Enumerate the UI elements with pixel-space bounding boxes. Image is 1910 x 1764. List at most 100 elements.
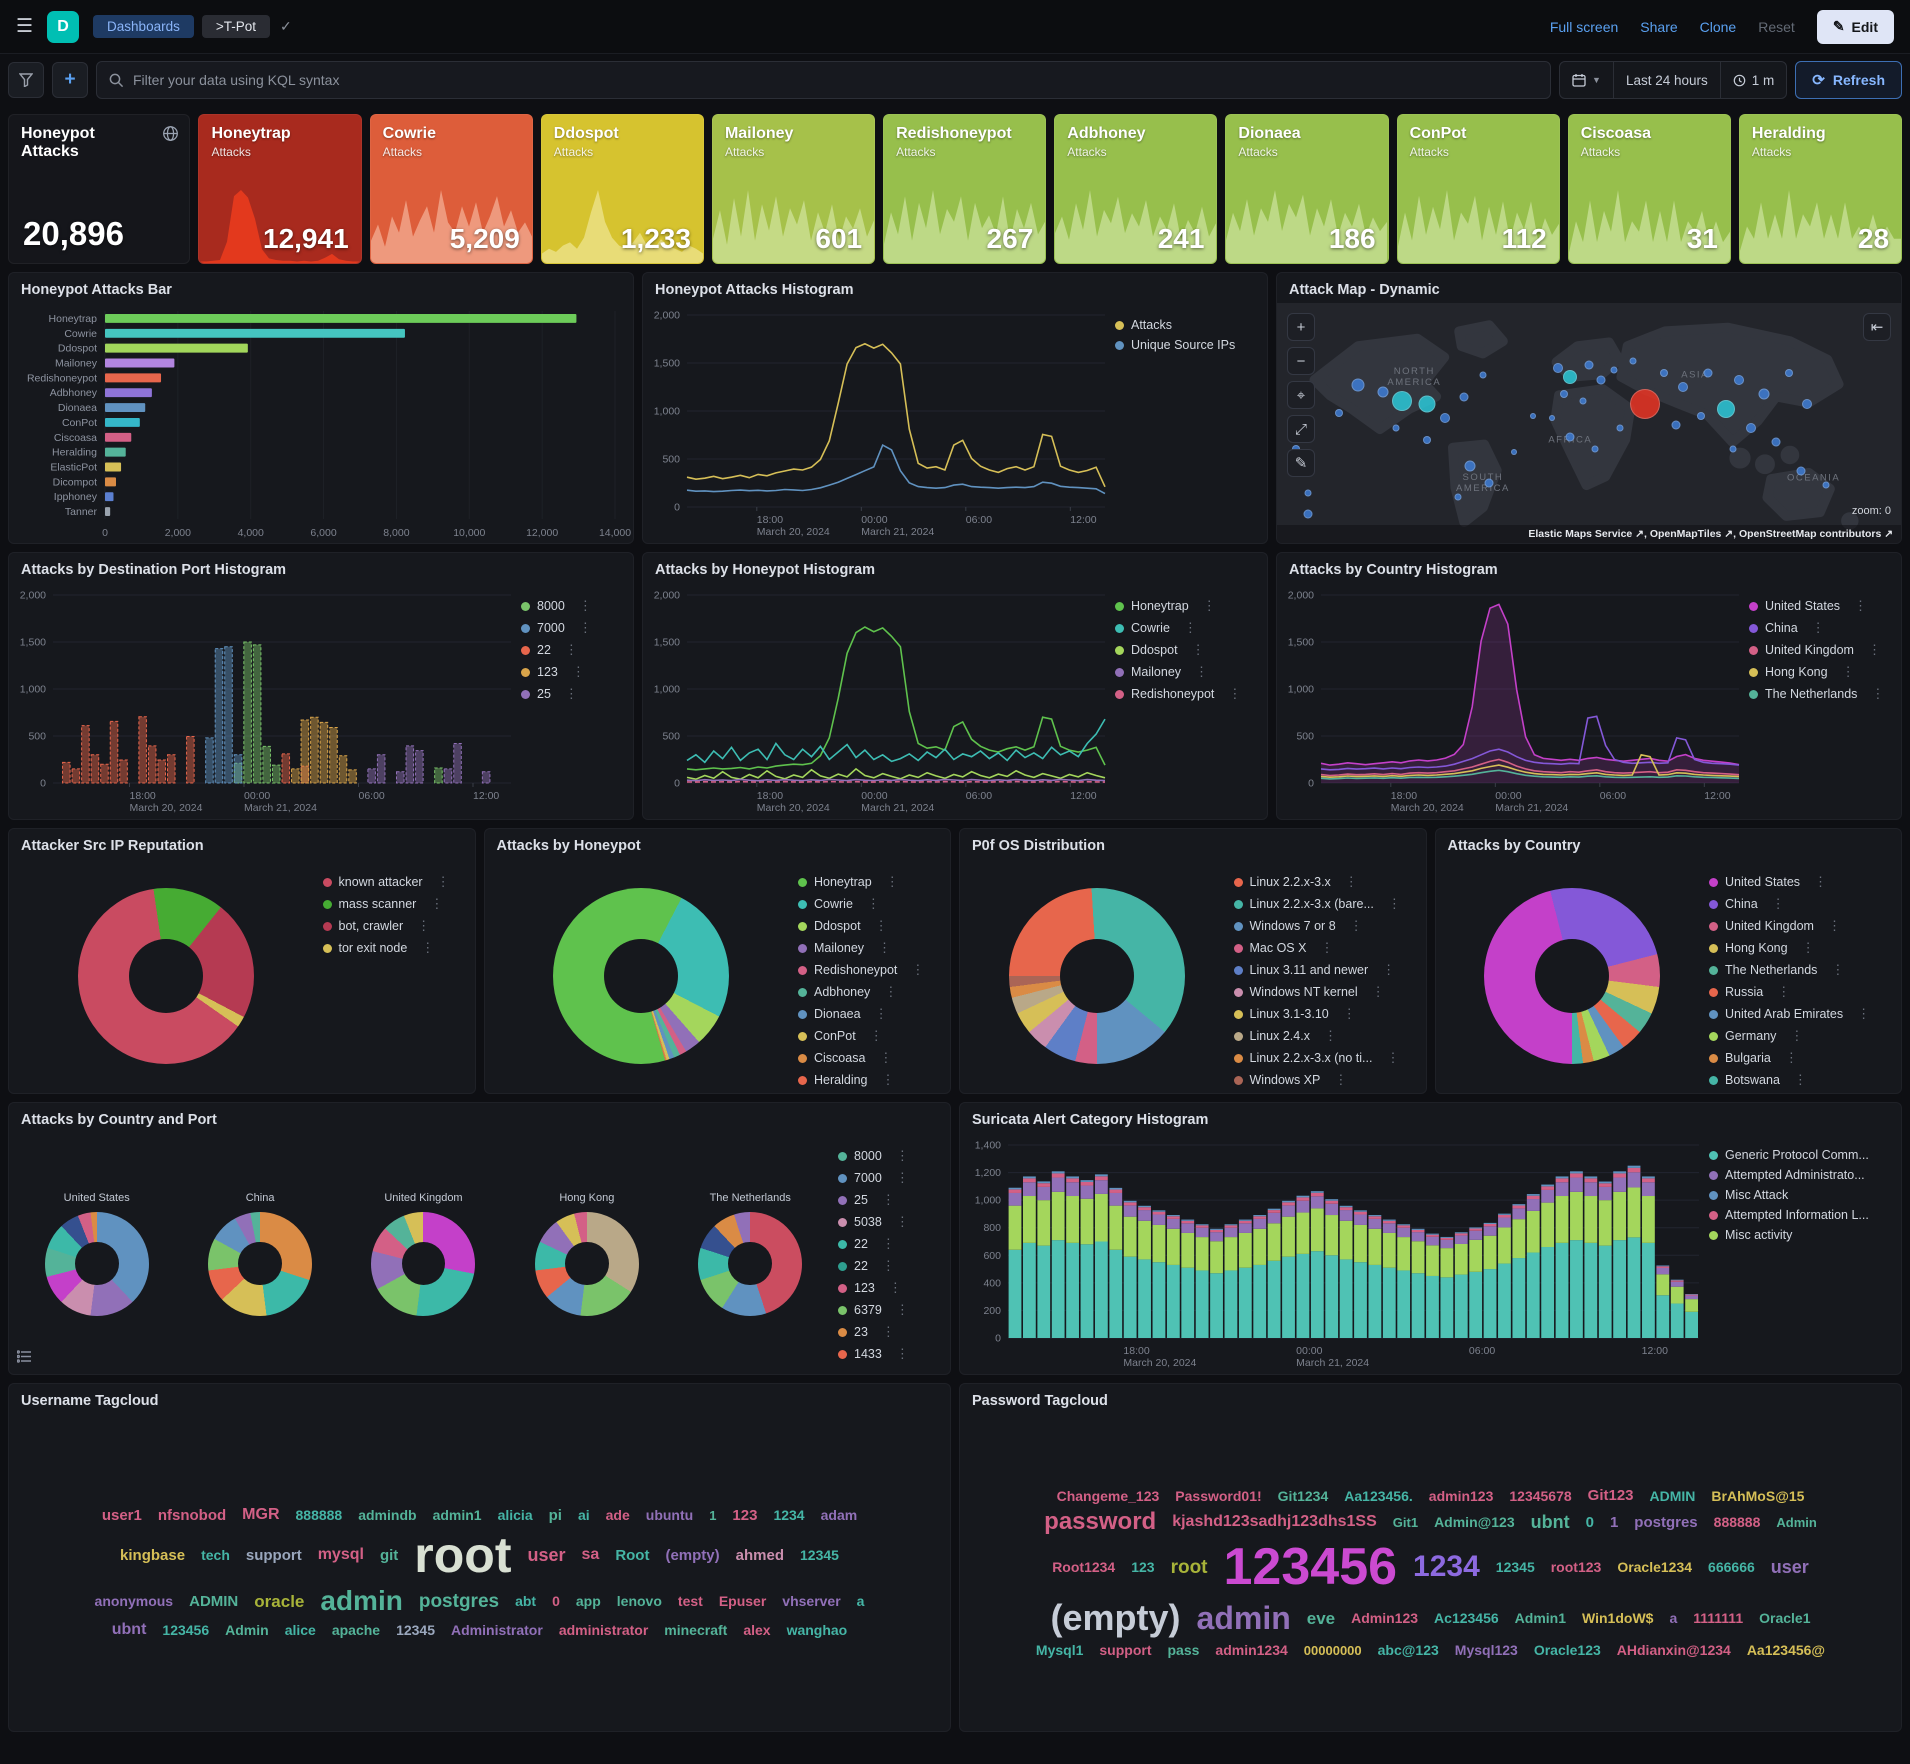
metric-tile[interactable]: ConPot Attacks 112 [1396, 114, 1560, 264]
metric-tile[interactable]: Honeypot Attacks 20,896 [8, 114, 191, 264]
legend-item[interactable]: Russia ⋮ [1709, 981, 1893, 1003]
ellipsis-menu-icon[interactable]: ⋮ [1349, 918, 1363, 933]
tagcloud-word[interactable]: 666666 [1708, 1559, 1755, 1575]
legend-item[interactable]: The Netherlands ⋮ [1709, 959, 1893, 981]
country-port-donuts[interactable]: United States China United Kingdom Hong Kon… [9, 1133, 838, 1374]
ellipsis-menu-icon[interactable]: ⋮ [884, 984, 898, 999]
legend-item[interactable]: Linux 3.1-3.10 ⋮ [1233, 1003, 1418, 1025]
ellipsis-menu-icon[interactable]: ⋮ [436, 874, 450, 889]
tagcloud-word[interactable]: ADMIN [189, 1592, 239, 1610]
reputation-donut[interactable] [9, 859, 323, 1093]
tagcloud-word[interactable]: tech [201, 1547, 230, 1563]
legend-item[interactable]: ConPot ⋮ [798, 1025, 942, 1047]
tagcloud-word[interactable]: 888888 [1713, 1514, 1761, 1530]
legend-item[interactable]: tor exit node ⋮ [322, 937, 467, 959]
legend-item[interactable]: Linux 3.11 and newer ⋮ [1233, 959, 1418, 981]
legend-item[interactable]: 1433 ⋮ [838, 1343, 942, 1365]
ellipsis-menu-icon[interactable]: ⋮ [1183, 620, 1197, 635]
legend-item[interactable]: 7000 ⋮ [838, 1167, 942, 1189]
tagcloud-word[interactable]: a [856, 1593, 865, 1609]
tagcloud-word[interactable]: support [1099, 1642, 1152, 1658]
ellipsis-menu-icon[interactable]: ⋮ [1854, 598, 1868, 613]
donut-chart[interactable] [698, 1211, 803, 1316]
ellipsis-menu-icon[interactable]: ⋮ [1342, 1006, 1356, 1021]
tagcloud-word[interactable]: postgres [418, 1590, 500, 1612]
ellipsis-menu-icon[interactable]: ⋮ [879, 1050, 893, 1065]
map-legend-toggle-icon[interactable]: ⇤ [1863, 313, 1891, 341]
tagcloud-word[interactable]: user [527, 1545, 566, 1565]
legend-item[interactable]: Linux 2.2.x-3.x (bare... ⋮ [1233, 893, 1418, 915]
ellipsis-menu-icon[interactable]: ⋮ [578, 620, 592, 635]
tagcloud-word[interactable]: eve [1306, 1608, 1336, 1628]
add-filter-button[interactable]: + [52, 62, 88, 98]
tagcloud-word[interactable]: Administrator [451, 1622, 543, 1638]
legend-item[interactable]: China ⋮ [1749, 617, 1893, 639]
tagcloud-word[interactable]: Root [615, 1546, 650, 1564]
tagcloud-word[interactable]: vhserver [782, 1593, 841, 1609]
ellipsis-menu-icon[interactable]: ⋮ [895, 1346, 909, 1361]
tagcloud-word[interactable]: Password01! [1175, 1487, 1262, 1504]
tagcloud-word[interactable]: ahmed [735, 1546, 784, 1564]
legend-item[interactable]: bot, crawler ⋮ [322, 915, 467, 937]
tagcloud-word[interactable]: alice [284, 1622, 316, 1638]
legend-item[interactable]: Botswana ⋮ [1709, 1069, 1893, 1091]
tagcloud-word[interactable]: 123 [732, 1506, 758, 1524]
legend-item[interactable]: 22 ⋮ [521, 639, 625, 661]
legend-item[interactable]: 8000 ⋮ [521, 595, 625, 617]
panel-title[interactable]: Attacks by Destination Port Histogram [21, 562, 287, 578]
legend-item[interactable]: Mailoney ⋮ [1115, 661, 1259, 683]
breadcrumb-current[interactable]: >T-Pot [201, 15, 270, 38]
tagcloud-word[interactable]: pi [548, 1506, 562, 1524]
tagcloud-word[interactable]: admin [1196, 1600, 1291, 1636]
metric-tile[interactable]: Cowrie Attacks 5,209 [369, 114, 533, 264]
ellipsis-menu-icon[interactable]: ⋮ [881, 1072, 895, 1087]
ellipsis-menu-icon[interactable]: ⋮ [1827, 918, 1841, 933]
destination-port-histogram-chart[interactable]: 0 500 1,000 1,500 2,000 18:00 March 20, 2024 00… [9, 583, 521, 819]
ellipsis-menu-icon[interactable]: ⋮ [1801, 940, 1815, 955]
share-link[interactable]: Share [1640, 18, 1678, 35]
legend-item[interactable]: Windows XP ⋮ [1233, 1069, 1418, 1091]
tagcloud-word[interactable]: 0 [1585, 1513, 1594, 1531]
ellipsis-menu-icon[interactable]: ⋮ [1777, 984, 1791, 999]
legend-item[interactable]: Misc activity [1709, 1225, 1893, 1245]
ellipsis-menu-icon[interactable]: ⋮ [1841, 664, 1855, 679]
donut-chart[interactable] [1008, 888, 1185, 1064]
metric-tile[interactable]: Mailoney Attacks 601 [711, 114, 876, 264]
tagcloud-word[interactable]: user [1770, 1557, 1809, 1577]
ellipsis-menu-icon[interactable]: ⋮ [895, 1302, 909, 1317]
tagcloud-word[interactable]: user1 [101, 1506, 142, 1524]
ellipsis-menu-icon[interactable]: ⋮ [911, 962, 925, 977]
legend-item[interactable]: Windows NT kernel ⋮ [1233, 981, 1418, 1003]
tagcloud-word[interactable]: git [379, 1546, 399, 1564]
metric-tile[interactable]: Adbhoney Attacks 241 [1054, 114, 1218, 264]
ellipsis-menu-icon[interactable]: ⋮ [1371, 984, 1385, 999]
ellipsis-menu-icon[interactable]: ⋮ [1386, 1050, 1400, 1065]
tagcloud-word[interactable]: 1234 [1413, 1550, 1480, 1583]
table-view-icon[interactable] [16, 1350, 32, 1368]
donut-chart[interactable] [553, 888, 730, 1064]
legend-item[interactable]: United Arab Emirates ⋮ [1709, 1003, 1893, 1025]
legend-item[interactable]: 6379 ⋮ [838, 1299, 942, 1321]
ellipsis-menu-icon[interactable]: ⋮ [1811, 620, 1825, 635]
tagcloud-word[interactable]: admin1 [432, 1507, 482, 1523]
tagcloud-word[interactable]: ade [605, 1507, 630, 1523]
donut-chart[interactable] [534, 1211, 639, 1316]
tagcloud-word[interactable]: oracle [254, 1591, 305, 1611]
ellipsis-menu-icon[interactable]: ⋮ [1793, 1072, 1807, 1087]
country-histogram-chart[interactable]: 0 500 1,000 1,500 2,000 18:00 March 20, 2024 00… [1277, 583, 1749, 819]
tagcloud-word[interactable]: Admin@123 [1434, 1514, 1515, 1530]
time-range-button[interactable]: Last 24 hours [1612, 62, 1720, 98]
donut-chart[interactable] [77, 888, 254, 1064]
calendar-button[interactable]: ▼ [1560, 62, 1613, 98]
map-fullscreen-icon[interactable]: ⤢ [1287, 415, 1315, 443]
metric-tile[interactable]: Ddospot Attacks 1,233 [540, 114, 704, 264]
tagcloud-word[interactable]: abc@123 [1377, 1642, 1439, 1658]
legend-item[interactable]: Misc Attack [1709, 1185, 1893, 1205]
ellipsis-menu-icon[interactable]: ⋮ [874, 1006, 888, 1021]
ellipsis-menu-icon[interactable]: ⋮ [881, 1258, 895, 1273]
space-logo[interactable]: D [47, 10, 80, 43]
tagcloud-word[interactable]: Aa123456@ [1746, 1642, 1826, 1658]
tagcloud-word[interactable]: 12345 [800, 1547, 839, 1563]
legend-item[interactable]: Ciscoasa ⋮ [798, 1047, 942, 1069]
